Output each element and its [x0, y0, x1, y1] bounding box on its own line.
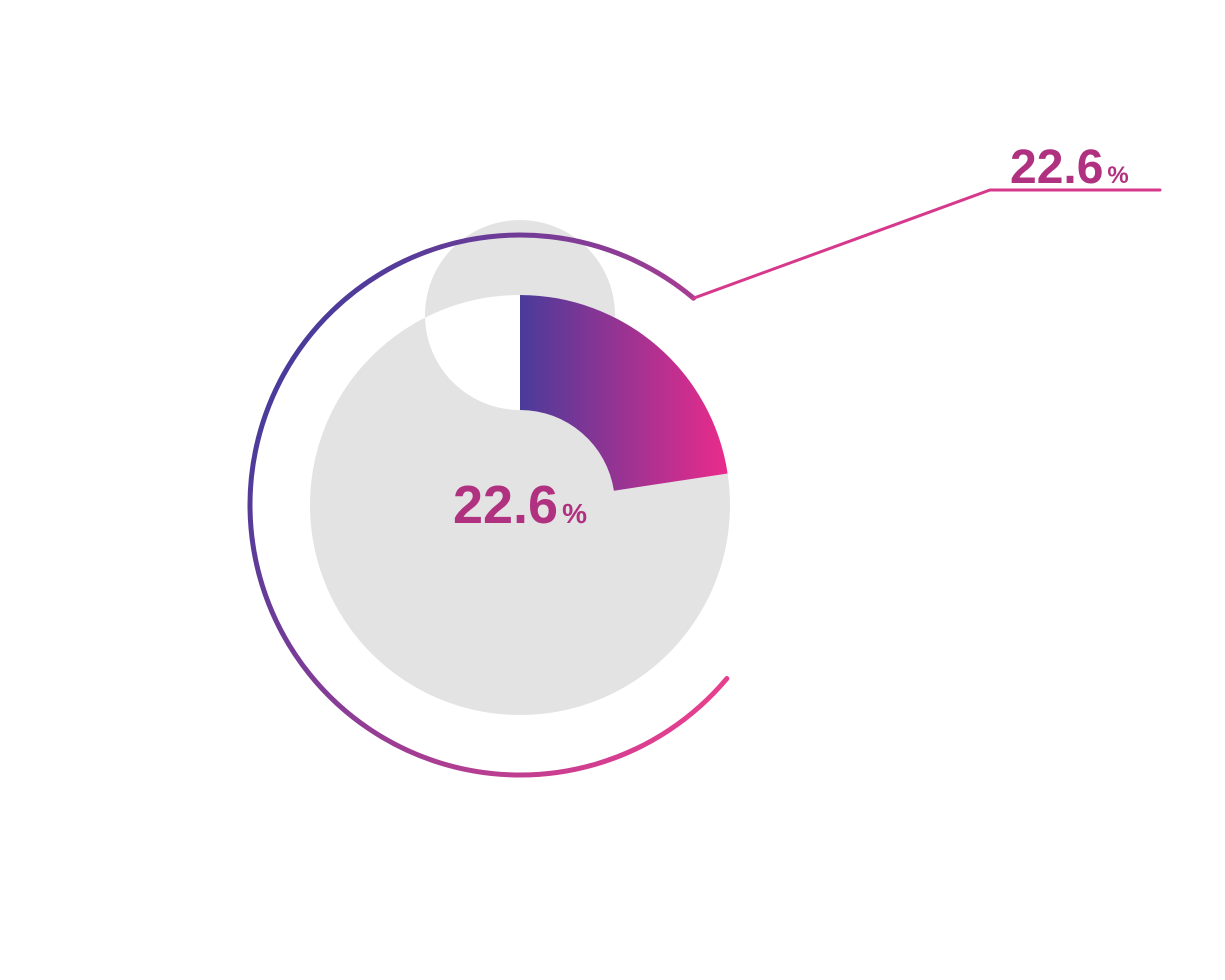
center-percentage-suffix: % [562, 498, 587, 529]
center-percentage-value: 22.6 [453, 475, 558, 535]
callout-leader-line [694, 190, 1160, 298]
center-percentage-label: 22.6% [453, 474, 587, 536]
callout-percentage-value: 22.6 [1010, 141, 1103, 194]
chart-canvas: 22.6% 22.6% [0, 0, 1225, 980]
callout-percentage-suffix: % [1107, 162, 1128, 189]
callout-percentage-label: 22.6% [1010, 140, 1129, 195]
